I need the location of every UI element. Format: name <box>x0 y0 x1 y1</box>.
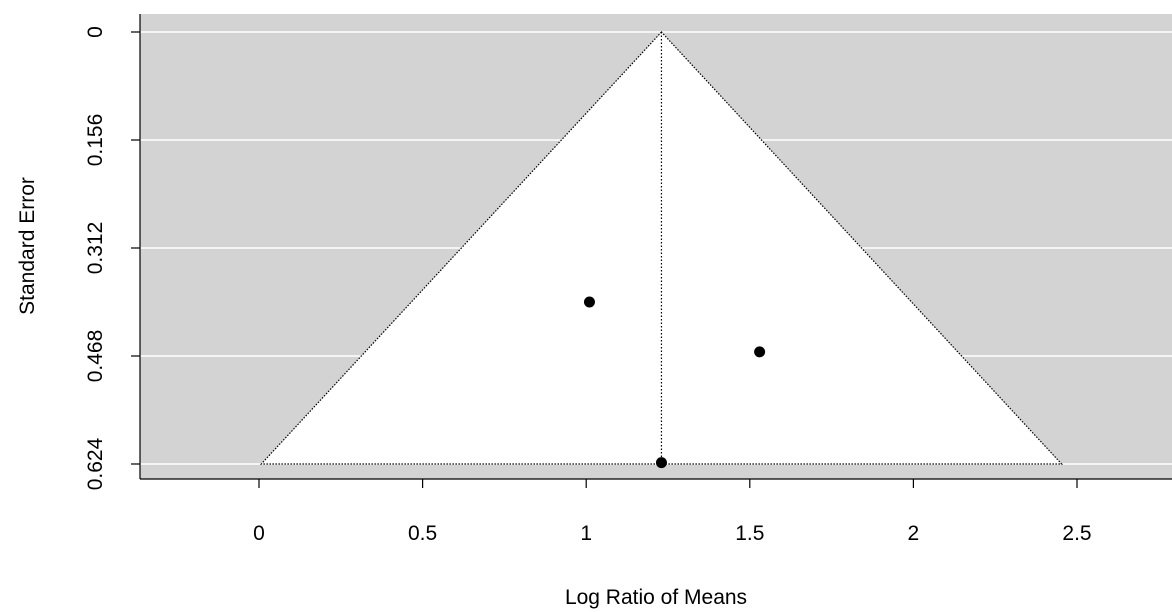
x-tick-label-0: 0 <box>253 522 265 545</box>
data-points <box>583 296 766 469</box>
y-tick-label-1: 0.156 <box>84 114 107 167</box>
x-tick-label-1: 0.5 <box>408 522 437 545</box>
y-tick-label-0: 0 <box>84 26 107 38</box>
x-axis-ticks: 0 0.5 1 1.5 2 2.5 <box>253 479 1092 545</box>
y-tick-label-4: 0.624 <box>84 437 107 490</box>
x-tick-label-2: 1 <box>580 522 592 545</box>
x-tick-label-5: 2.5 <box>1062 522 1091 545</box>
x-axis-title: Log Ratio of Means <box>565 586 747 609</box>
y-axis-title: Standard Error <box>16 177 39 315</box>
y-tick-label-2: 0.312 <box>84 222 107 275</box>
funnel-region <box>259 31 1064 465</box>
data-point-0 <box>583 296 595 308</box>
x-tick-label-4: 2 <box>908 522 920 545</box>
data-point-1 <box>754 346 766 358</box>
data-point-2 <box>655 457 667 469</box>
y-tick-label-3: 0.468 <box>84 330 107 383</box>
x-tick-label-3: 1.5 <box>735 522 764 545</box>
y-axis-ticks: 0 0.156 0.312 0.468 0.624 <box>84 26 140 490</box>
